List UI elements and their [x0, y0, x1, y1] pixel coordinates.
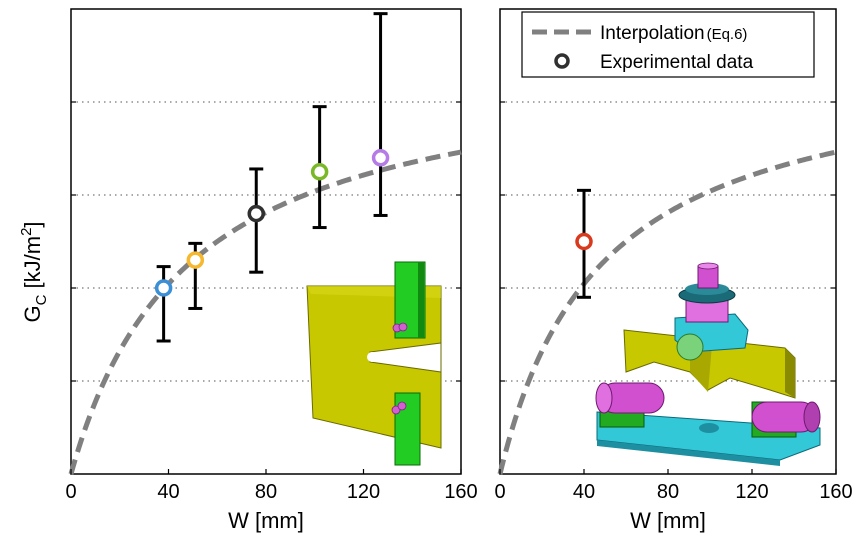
left-x-axis-label: W [mm]	[228, 508, 304, 533]
left-interpolation-curve	[68, 149, 462, 475]
left-x-tick-label: 160	[444, 481, 477, 503]
y-axis-label: GC [kJ/m2]	[18, 221, 50, 322]
left-data-point	[371, 149, 390, 167]
left-x-tick-label: 80	[255, 481, 277, 503]
right-interpolation-curve	[497, 149, 837, 475]
left-x-ticks: 0 40 80 120 160	[65, 469, 478, 503]
left-x-tick-label: 120	[347, 481, 380, 503]
left-data-point	[154, 279, 173, 297]
right-x-axis-label: W [mm]	[630, 508, 706, 533]
left-interpolation-line	[68, 149, 462, 475]
legend-experimental-swatch	[554, 53, 570, 69]
legend-interpolation-label: Interpolation (Eq.6)	[600, 23, 747, 44]
right-experimental-points	[575, 188, 593, 299]
right-interpolation-line	[497, 149, 837, 475]
right-plot-frame	[499, 8, 837, 475]
y-label-end: ]	[20, 221, 45, 227]
right-data-point	[575, 232, 593, 251]
y-label-units: [kJ/m	[20, 236, 45, 295]
right-x-tick-label: 80	[657, 481, 679, 503]
left-data-point	[310, 163, 329, 181]
right-x-tick-label: 160	[819, 481, 852, 503]
y-label-main: G	[20, 305, 45, 322]
legend-box	[521, 11, 815, 78]
y-label-subscript: C	[33, 294, 50, 305]
right-grid	[500, 101, 836, 382]
compact-tension-specimen-illustration	[306, 261, 442, 466]
y-label-superscript: 2	[18, 228, 35, 236]
bending-fixture-illustration	[595, 262, 821, 466]
svg-text:GC [kJ/m2]: GC [kJ/m2]	[18, 221, 50, 322]
right-x-ticks: 0 40 80 120 160	[494, 469, 853, 503]
right-x-tick-label: 0	[494, 481, 505, 503]
right-x-tick-label: 40	[573, 481, 595, 503]
legend: Interpolation (Eq.6) Experimental data	[521, 11, 815, 78]
left-data-point	[247, 204, 265, 223]
left-x-tick-label: 40	[157, 481, 179, 503]
legend-experimental-label: Experimental data	[600, 52, 754, 73]
left-experimental-points	[154, 12, 390, 343]
left-data-point	[186, 251, 205, 269]
left-x-tick-label: 0	[65, 481, 76, 503]
right-x-tick-label: 120	[735, 481, 768, 503]
